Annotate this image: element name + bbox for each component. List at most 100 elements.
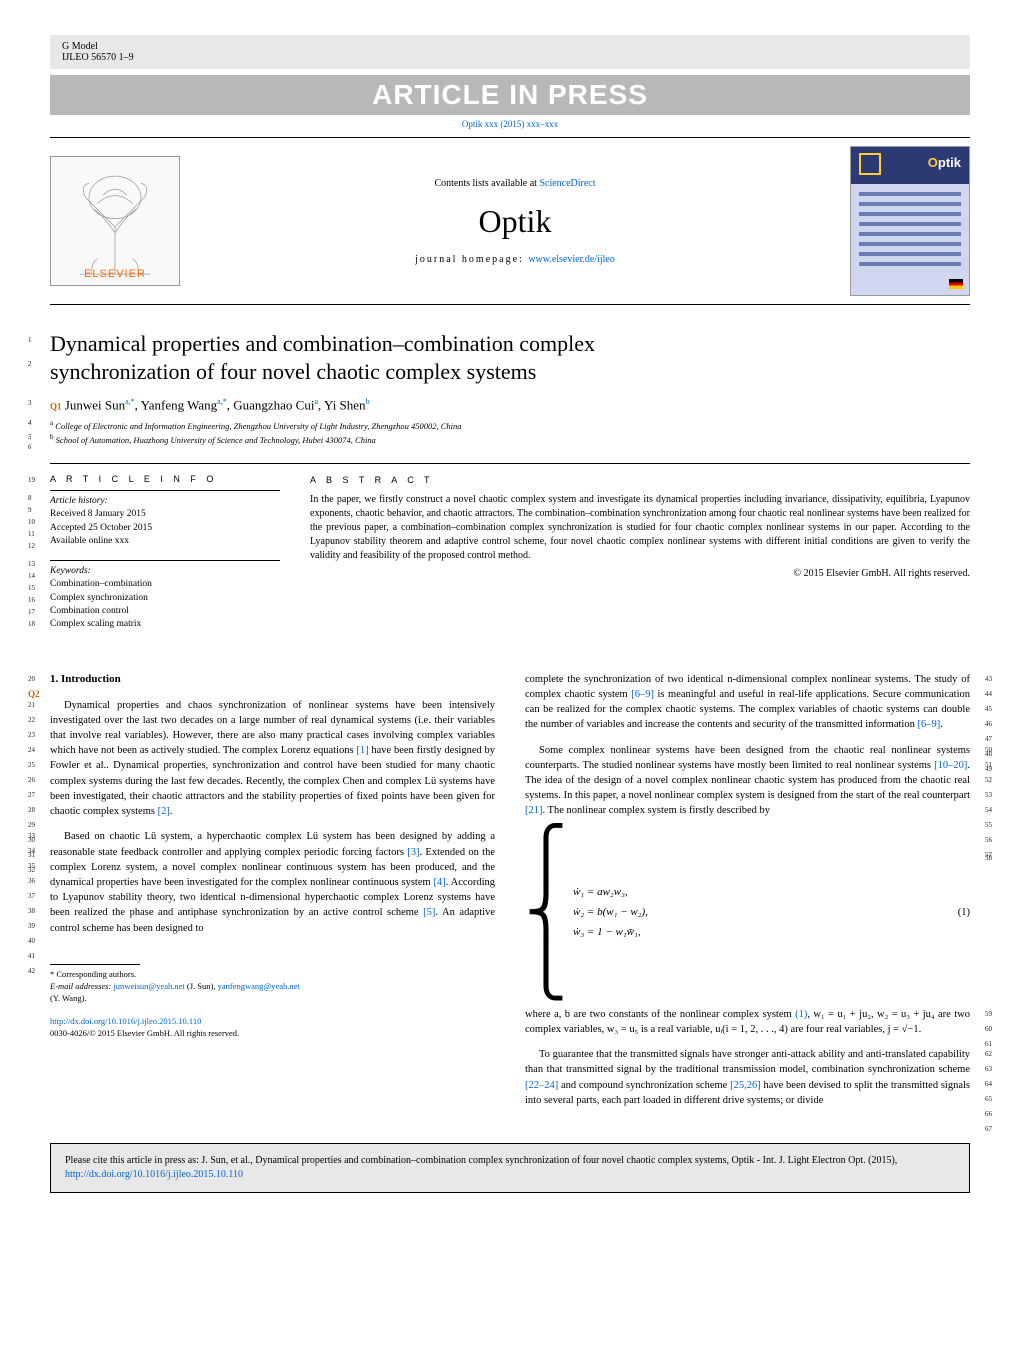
issn-line: 0030-4026/© 2015 Elsevier GmbH. All righ… (50, 1028, 239, 1038)
line-number: 39 (28, 921, 35, 931)
homepage-line: journal homepage: www.elsevier.de/ijleo (180, 254, 850, 265)
line-number: 4 (28, 419, 32, 427)
online-date: Available online xxx (50, 536, 129, 546)
line-number: 55 (985, 820, 992, 830)
doi-link[interactable]: http://dx.doi.org/10.1016/j.ijleo.2015.1… (50, 1016, 201, 1026)
title-line2: synchronization of four novel chaotic co… (50, 359, 536, 384)
optik-citation-link[interactable]: Optik xxx (2015) xxx–xxx (50, 119, 970, 129)
paragraph: Dynamical properties and chaos synchroni… (50, 698, 495, 820)
brace-icon: ⎧⎨⎩ (525, 829, 567, 997)
email-link-1[interactable]: junweisun@yeah.net (113, 981, 184, 991)
author-name: , Guangzhao Cui (227, 397, 315, 412)
keyword: Combination–combination (50, 579, 152, 589)
sciencedirect-link[interactable]: ScienceDirect (539, 178, 595, 189)
line-number: 25 (28, 760, 35, 770)
line-number: 67 (985, 1124, 992, 1134)
homepage-url[interactable]: www.elsevier.de/ijleo (528, 254, 615, 265)
title-line1: Dynamical properties and combination–com… (50, 331, 595, 356)
author-sup: a,* (125, 397, 135, 406)
history-label: Article history: (50, 496, 108, 506)
elsevier-label: ELSEVIER (51, 268, 179, 280)
paragraph: complete the synchronization of two iden… (525, 672, 970, 733)
keyword: Complex synchronization (50, 593, 148, 603)
line-number: 14 (28, 572, 35, 580)
eq-line: ẇ₃ = 1 − w₁w̄₁, (573, 923, 648, 943)
line-number: 66 (985, 1109, 992, 1119)
citation-ref-3[interactable]: [3] (407, 847, 419, 858)
paragraph: Some complex nonlinear systems have been… (525, 743, 970, 819)
line-number: 64 (985, 1079, 992, 1089)
line-number: 33 (28, 831, 35, 841)
header-bar: G Model IJLEO 56570 1–9 (50, 35, 970, 69)
equation-1: 58 ⎧⎨⎩ ẇ₁ = aw₂w₃, ẇ₂ = b(w₁ − w₂), ẇ₃ =… (525, 829, 970, 997)
equation-ref-1[interactable]: (1) (795, 1009, 807, 1020)
cite-text: Please cite this article in press as: J.… (65, 1155, 897, 1166)
line-number: 18 (28, 620, 35, 628)
citation-ref-25-26[interactable]: [25,26] (730, 1080, 761, 1091)
citation-ref-2[interactable]: [2] (158, 806, 170, 817)
line-number: 54 (985, 805, 992, 815)
footnote-separator (50, 964, 140, 965)
line-number: 20 (28, 674, 35, 684)
email-label: E-mail addresses: (50, 981, 113, 991)
line-number: 38 (28, 906, 35, 916)
author-sup: b (366, 397, 370, 406)
line-number: 11 (28, 530, 35, 538)
line-number: 21 (28, 700, 35, 710)
g-model-label: G Model (62, 41, 958, 52)
line-number: 59 (985, 1009, 992, 1019)
copyright-line: © 2015 Elsevier GmbH. All rights reserve… (310, 567, 970, 581)
cite-box: Please cite this article in press as: J.… (50, 1143, 970, 1193)
affiliation-b: 5 6 b School of Automation, Huazhong Uni… (50, 433, 970, 445)
line-number: 10 (28, 518, 35, 526)
line-number: 46 (985, 719, 992, 729)
line-number: 47 (985, 734, 992, 744)
author-list: 3 Q1 Junwei Suna,*, Yanfeng Wanga,*, Gua… (50, 397, 970, 413)
article-in-press-bar: ARTICLE IN PRESS (50, 75, 970, 115)
line-number: 37 (28, 891, 35, 901)
email-link-2[interactable]: yanfengwang@yeah.net (218, 981, 300, 991)
line-number: 24 (28, 745, 35, 755)
line-number: 40 (28, 936, 35, 946)
line-number: 16 (28, 596, 35, 604)
citation-ref-21[interactable]: [21] (525, 805, 543, 816)
line-number: 12 (28, 542, 35, 550)
citation-ref-5[interactable]: [5] (423, 907, 435, 918)
citation-ref-6-9b[interactable]: [6–9] (917, 719, 940, 730)
line-number: 42 (28, 966, 35, 976)
masthead-center: Contents lists available at ScienceDirec… (180, 178, 850, 265)
line-number: 29 (28, 820, 35, 830)
article-info-column: 19 8 9 10 11 12 13 14 15 16 17 18 A R T … (50, 464, 280, 644)
cite-doi-link[interactable]: http://dx.doi.org/10.1016/j.ijleo.2015.1… (65, 1169, 243, 1180)
eq-line: ẇ₂ = b(w₁ − w₂), (573, 903, 648, 923)
paragraph: where a, b are two constants of the nonl… (525, 1007, 970, 1037)
cover-optik-logo: Optik (928, 155, 961, 170)
line-number: 56 (985, 835, 992, 845)
abstract-heading: A B S T R A C T (310, 474, 970, 487)
footnotes: * Corresponding authors. E-mail addresse… (50, 969, 495, 1005)
line-number: 50 (985, 745, 992, 755)
author-sup: a,* (217, 397, 227, 406)
flag-icon (949, 279, 963, 289)
keyword: Combination control (50, 606, 129, 616)
line-number: 43 (985, 674, 992, 684)
abstract-column: A B S T R A C T In the paper, we firstly… (310, 464, 970, 644)
keywords-block: Keywords: Combination–combination Comple… (50, 560, 280, 631)
cover-square-icon (859, 153, 881, 175)
citation-ref-4[interactable]: [4] (434, 877, 446, 888)
citation-ref-6-9[interactable]: [6–9] (631, 689, 654, 700)
line-number: 17 (28, 608, 35, 616)
line-number: 41 (28, 951, 35, 961)
email-line: E-mail addresses: junweisun@yeah.net (J.… (50, 981, 495, 1005)
article-info-heading: A R T I C L E I N F O (50, 474, 280, 484)
citation-ref-22-24[interactable]: [22–24] (525, 1080, 558, 1091)
line-number: 2 (28, 360, 32, 369)
affiliation-a: 4 a College of Electronic and Informatio… (50, 419, 970, 431)
citation-ref-10-20[interactable]: [10–20] (934, 760, 967, 771)
paragraph: To guarantee that the transmitted signal… (525, 1047, 970, 1108)
citation-ref-1[interactable]: [1] (356, 745, 368, 756)
received-date: Received 8 January 2015 (50, 509, 146, 519)
contents-available-label: Contents lists available at (434, 178, 539, 189)
eq-line: ẇ₁ = aw₂w₃, (573, 883, 648, 903)
body-right-column: 43 44 45 46 47 48 49 complete the synchr… (525, 672, 970, 1118)
